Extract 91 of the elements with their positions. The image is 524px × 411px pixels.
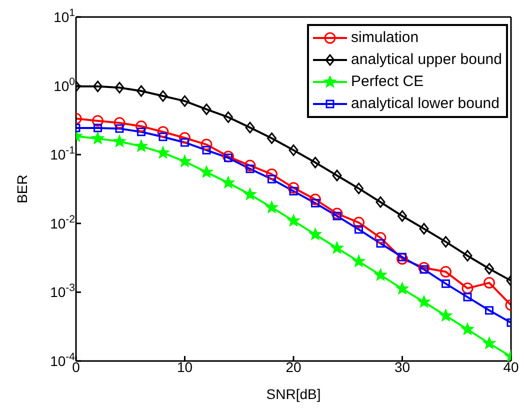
point [224,154,232,162]
point [418,296,430,308]
point [180,138,189,147]
point [137,128,146,136]
point [156,146,170,158]
point [352,254,365,267]
point [374,268,387,280]
legend-label: simulation [351,28,419,48]
point [135,140,148,152]
point [420,265,428,274]
point [440,309,452,322]
legend-label: analytical upper bound [351,50,502,70]
point [244,188,256,200]
x-axis-title: SNR[dB] [266,386,321,402]
point [462,250,472,262]
point [463,292,472,302]
point [136,120,147,132]
y-tick-label: 10$^{-3}$ [50,282,76,300]
point [92,115,104,127]
point [441,236,450,248]
point [268,174,276,184]
point [287,214,300,226]
point [330,242,344,254]
point [440,266,452,278]
point [244,160,256,172]
point [484,277,495,289]
point [442,279,450,288]
point [376,239,385,248]
y-tick-label: 10$^{0}$ [54,76,76,94]
point [289,186,298,196]
point [310,194,321,206]
point [288,144,298,156]
point [114,82,124,94]
point [114,117,126,129]
point [92,132,104,144]
point [376,196,386,208]
point [222,176,234,188]
x-tick-label: 30 [394,359,410,375]
point [398,210,407,222]
legend-label: analytical lower bound [351,94,500,114]
point [353,216,364,228]
point [200,166,213,178]
point [93,80,102,92]
point [462,282,474,294]
point [485,306,494,315]
point [267,132,276,144]
point [158,132,168,142]
x-tick-label: 40 [503,359,519,375]
y-axis-title: BER [14,174,30,204]
point [288,182,300,194]
point [461,322,474,335]
point [200,138,212,150]
point [398,252,406,262]
point [245,122,255,134]
point [332,170,342,182]
point [484,263,494,275]
point [331,208,343,220]
point [419,223,429,234]
point [374,232,386,244]
point [396,253,408,265]
point [158,90,168,102]
point [309,228,322,240]
x-tick-label: 10 [176,359,193,375]
point [94,124,102,132]
point [311,198,320,208]
point [202,104,212,116]
point [354,225,363,234]
y-tick-label: 10$^{-1}$ [50,144,76,163]
point [113,135,126,147]
point [332,212,342,220]
point [418,262,430,274]
point [157,126,169,138]
point [266,168,278,180]
point [354,182,364,194]
point [266,201,278,213]
point [136,85,146,97]
point [483,336,496,349]
point [178,155,191,167]
x-tick-label: 20 [286,359,302,375]
point [115,124,124,133]
point [224,111,233,123]
y-tick-label: 10$^{1}$ [54,7,76,25]
point [179,132,190,144]
point [202,146,211,154]
legend-label: Perfect CE [351,72,424,92]
y-tick-label: 10$^{-2}$ [50,213,76,232]
point [222,150,234,162]
point [180,95,190,107]
point [310,156,320,168]
point [246,164,254,174]
point [396,282,408,294]
